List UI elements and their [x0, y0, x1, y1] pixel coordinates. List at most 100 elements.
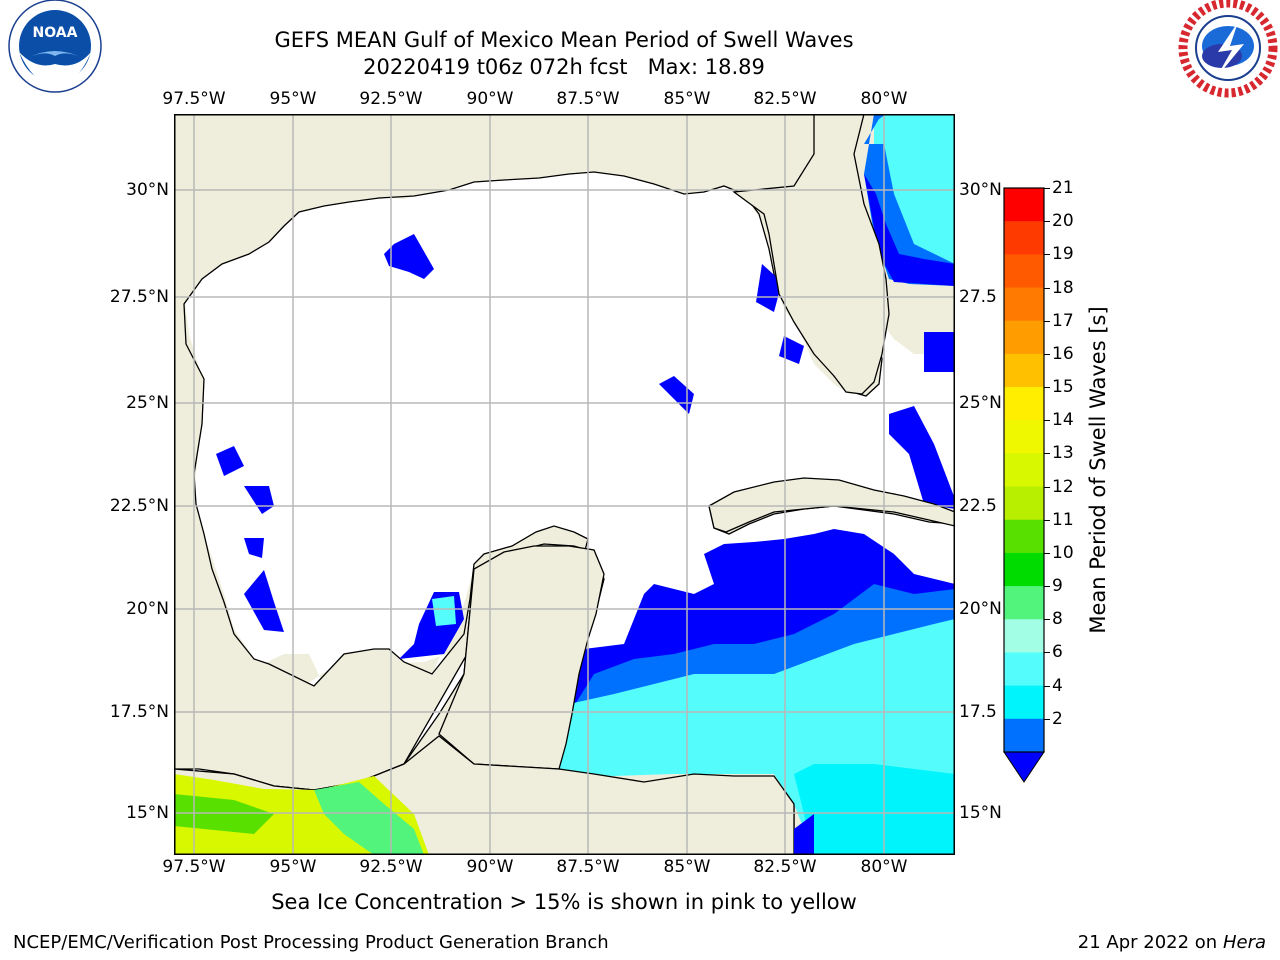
- colorbar-tick-label: 2: [1052, 708, 1063, 729]
- noaa-logo-text: NOAA: [33, 25, 78, 41]
- contour-gulf-sw-blob2: [244, 486, 274, 514]
- lat-label-right: 20°N: [959, 599, 1002, 619]
- colorbar-segment: [1004, 652, 1044, 687]
- colorbar-tick-mark: [1044, 519, 1050, 521]
- footer-host: Hera: [1222, 932, 1266, 953]
- colorbar-tick-label: 11: [1052, 509, 1074, 530]
- colorbar-tick-mark: [1044, 486, 1050, 488]
- colorbar-tick-mark: [1044, 552, 1050, 554]
- contour-bay-campeche-light: [432, 596, 456, 626]
- colorbar-tick-label: 19: [1052, 244, 1074, 265]
- contour-gulf-se-blob: [756, 264, 782, 312]
- colorbar-tick-label: 9: [1052, 576, 1063, 597]
- colorbar-tick-label: 20: [1052, 211, 1074, 232]
- colorbar-tick-label: 21: [1052, 178, 1074, 198]
- map-frame: [174, 114, 955, 855]
- lat-label-left: 25°N: [126, 393, 169, 413]
- lon-label-bottom: 82.5°W: [753, 857, 817, 877]
- colorbar-segment: [1004, 287, 1044, 322]
- colorbar-tick-label: 12: [1052, 476, 1074, 497]
- colorbar-segment: [1004, 685, 1044, 720]
- colorbar-segment: [1004, 486, 1044, 521]
- nws-logo: [1178, 0, 1278, 98]
- chart-title: GEFS MEAN Gulf of Mexico Mean Period of …: [274, 28, 854, 52]
- colorbar-tick-label: 10: [1052, 542, 1074, 563]
- lon-label-top: 97.5°W: [162, 89, 226, 109]
- colorbar-label: Mean Period of Swell Waves [s]: [1086, 306, 1110, 634]
- colorbar-segment: [1004, 718, 1044, 753]
- colorbar-tick-mark: [1044, 254, 1050, 256]
- lon-label-top: 80°W: [860, 89, 908, 109]
- colorbar-segment: [1004, 619, 1044, 653]
- colorbar-tick-label: 15: [1052, 377, 1074, 398]
- land-florida: [732, 114, 890, 395]
- contour-gulf-sw-blob3: [244, 538, 264, 558]
- contour-gulf-sw-blob4: [244, 570, 284, 632]
- lon-label-top: 90°W: [466, 89, 514, 109]
- lat-label-left: 30°N: [126, 180, 169, 200]
- lat-label-left: 27.5°N: [109, 287, 169, 307]
- colorbar-tick-mark: [1044, 287, 1050, 289]
- lon-label-bottom: 87.5°W: [556, 857, 620, 877]
- lat-label-right: 30°N: [959, 180, 1002, 200]
- colorbar-tick-label: 18: [1052, 277, 1074, 298]
- contour-caribbean-se: [794, 764, 955, 855]
- gridlines: [174, 114, 955, 855]
- colorbar-segment: [1004, 453, 1044, 488]
- lat-label-left: 20°N: [126, 599, 169, 619]
- lon-label-top: 95°W: [269, 89, 317, 109]
- lat-label-right: 25°N: [959, 393, 1002, 413]
- lon-label-top: 92.5°W: [359, 89, 423, 109]
- contour-gulf-sw-blob: [216, 446, 244, 476]
- contour-pacific-green: [174, 794, 274, 834]
- contour-gulf-north-blob: [384, 234, 434, 279]
- colorbar-tick-label: 8: [1052, 609, 1063, 630]
- lat-label-right: 17.5: [959, 702, 997, 722]
- lon-label-bottom: 90°W: [466, 857, 514, 877]
- contour-gulf-east-blob: [659, 376, 694, 414]
- noaa-logo: NOAA: [6, 0, 104, 98]
- colorbar-tick-mark: [1044, 453, 1050, 455]
- footer-credit: NCEP/EMC/Verification Post Processing Pr…: [13, 932, 609, 953]
- colorbar-tick-label: 14: [1052, 410, 1074, 431]
- lat-label-left: 15°N: [126, 803, 169, 823]
- colorbar-segment: [1004, 353, 1044, 388]
- contour-florida-east-dark: [864, 174, 955, 286]
- colorbar-tick-mark: [1044, 320, 1050, 322]
- colorbar-tick-label: 16: [1052, 343, 1074, 364]
- lat-label-left: 22.5°N: [109, 496, 169, 516]
- colorbar-tick-mark: [1044, 188, 1050, 189]
- contour-bahamas: [889, 406, 955, 509]
- colorbar-segment: [1004, 254, 1044, 289]
- lon-label-bottom: 92.5°W: [359, 857, 423, 877]
- colorbar-tick-mark: [1044, 221, 1050, 223]
- colorbar-tick-mark: [1044, 652, 1050, 654]
- colorbar-segment: [1004, 519, 1044, 554]
- colorbar-tick-label: 4: [1052, 675, 1063, 696]
- chart-subtitle: 20220419 t06z 072h fcst Max: 18.89: [363, 55, 765, 79]
- colorbar: [1003, 187, 1045, 783]
- contour-caribbean-se-blue: [794, 814, 814, 855]
- colorbar-tick-mark: [1044, 619, 1050, 621]
- footer-date-text: 21 Apr 2022 on: [1077, 932, 1223, 953]
- colorbar-tick-label: 13: [1052, 443, 1074, 464]
- colorbar-frame: [1003, 187, 1045, 753]
- colorbar-tick-mark: [1044, 685, 1050, 687]
- colorbar-segment: [1004, 420, 1044, 454]
- lat-label-left: 17.5°N: [109, 702, 169, 722]
- lon-label-bottom: 85°W: [663, 857, 711, 877]
- contour-bahamas-2: [924, 332, 955, 372]
- footer-date: 21 Apr 2022 on Hera: [1078, 932, 1266, 953]
- colorbar-tick-mark: [1044, 387, 1050, 389]
- colorbar-extend-arrow: [1003, 751, 1045, 783]
- lat-label-right: 27.5: [959, 287, 997, 307]
- lat-label-right: 15°N: [959, 803, 1002, 823]
- lon-label-bottom: 95°W: [269, 857, 317, 877]
- lon-label-top: 85°W: [663, 89, 711, 109]
- colorbar-tick-mark: [1044, 353, 1050, 355]
- colorbar-tick-label: 17: [1052, 310, 1074, 331]
- colorbar-segment: [1004, 320, 1044, 355]
- colorbar-segment: [1004, 221, 1044, 255]
- lat-label-right: 22.5: [959, 496, 997, 516]
- lon-label-bottom: 97.5°W: [162, 857, 226, 877]
